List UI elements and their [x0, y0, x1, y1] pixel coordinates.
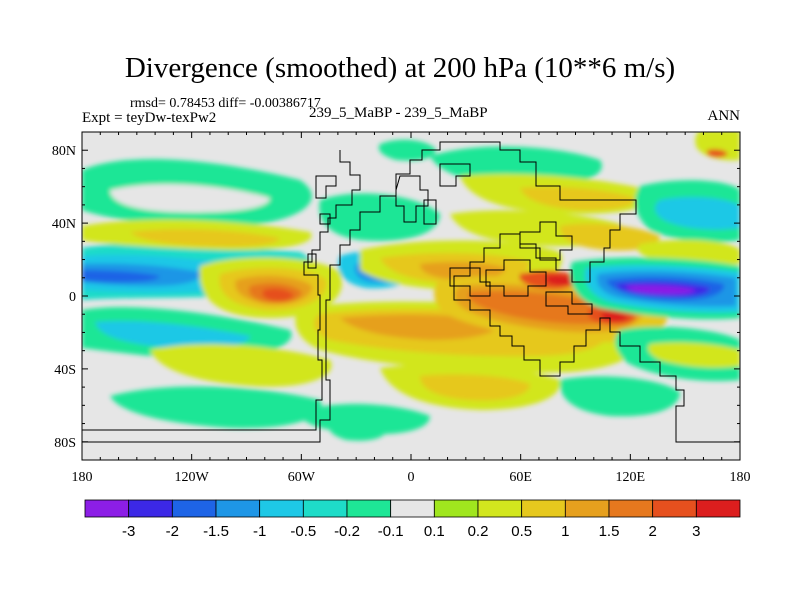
colorbar-label: 1.5	[599, 523, 620, 540]
colorbar-swatch	[695, 499, 741, 518]
continent-outlines	[82, 141, 740, 443]
colorbar-swatch	[215, 499, 261, 518]
colorbar-label: -0.2	[334, 523, 360, 540]
y-tick-label: 80N	[52, 144, 76, 159]
colorbar-swatch	[171, 499, 217, 518]
continent-outline	[423, 199, 437, 225]
continent-outline	[395, 175, 429, 223]
colorbar-swatch	[521, 499, 566, 518]
colorbar-label: -0.5	[290, 523, 316, 540]
colorbar-label: 3	[692, 523, 700, 540]
field-blob	[420, 261, 506, 280]
field-blob	[130, 229, 280, 247]
continent-outline	[315, 175, 337, 199]
colorbar-swatch	[259, 499, 304, 518]
field-blob	[329, 423, 386, 441]
stats-line: rmsd= 0.78453 diff= -0.00386717	[130, 96, 321, 111]
x-tick-label: 60E	[509, 470, 532, 485]
x-tick-label: 60W	[288, 470, 316, 485]
continent-outline	[307, 253, 317, 269]
case-label: 239_5_MaBP - 239_5_MaBP	[309, 105, 488, 121]
x-tick-label: 180	[72, 470, 93, 485]
y-tick-label: 40N	[52, 217, 76, 232]
field-blob	[626, 285, 696, 295]
y-tick-label: 0	[69, 290, 76, 305]
field-blob	[520, 186, 636, 210]
colorbar-label: 0.2	[468, 523, 489, 540]
colorbar-swatch	[84, 499, 130, 518]
colorbar-swatch	[128, 499, 173, 518]
colorbar-swatch	[608, 499, 654, 518]
y-tick-label: 80S	[54, 436, 76, 451]
colorbar-label: 1	[561, 523, 569, 540]
field-blob	[695, 132, 740, 161]
field-blob	[559, 376, 680, 417]
continent-outline	[449, 267, 491, 297]
colorbar-swatch	[390, 499, 435, 518]
x-tick-label: 180	[730, 470, 751, 485]
season-label: ANN	[707, 108, 741, 124]
colorbar-label: 0.5	[511, 523, 532, 540]
colorbar-swatch	[346, 499, 392, 518]
colorbar-label: -3	[122, 523, 135, 540]
field-blob	[648, 342, 740, 368]
field-blob	[150, 344, 332, 387]
x-tick-label: 120E	[616, 470, 646, 485]
colorbar: -3 -2 -1.5 -1 -0.5 -0.2 -0.1 0.1 0.2 0.5 1 1.5 2 3	[84, 499, 741, 540]
colorbar-label: -1	[253, 523, 266, 540]
plot-title: Divergence (smoothed) at 200 hPa (10**6 …	[124, 52, 676, 84]
field-blob	[110, 184, 270, 213]
colorbar-swatch	[477, 499, 523, 518]
colorbar-swatch	[433, 499, 479, 518]
continent-outline	[319, 213, 331, 225]
field-blob	[545, 275, 574, 286]
field-blob	[601, 311, 628, 322]
colorbar-swatch	[652, 499, 697, 518]
field-blob	[110, 386, 322, 429]
map-plot-area	[81, 131, 741, 461]
continent-outline	[545, 291, 593, 315]
colorbar-label: 0.1	[424, 523, 445, 540]
divergence-field	[82, 132, 740, 441]
field-blob	[420, 374, 530, 401]
field-blob	[340, 314, 500, 340]
field-blob	[655, 197, 740, 230]
field-blob	[95, 320, 250, 349]
axes: 180 120W 60W 0 60E 120E 180 80N 40N 0 40S 80S	[52, 132, 751, 485]
continent-outline	[439, 163, 471, 187]
colorbar-label: -1.5	[203, 523, 229, 540]
colorbar-label: -2	[166, 523, 179, 540]
y-tick-label: 40S	[54, 363, 76, 378]
x-tick-label: 120W	[175, 470, 210, 485]
continent-outline	[519, 221, 573, 261]
colorbar-swatch	[564, 499, 610, 518]
continent-outline	[485, 259, 547, 297]
experiment-label: Expt = teyDw-texPw2	[82, 110, 217, 126]
colorbar-label: -0.1	[378, 523, 404, 540]
x-tick-label: 0	[408, 470, 415, 485]
continent-outline	[82, 141, 740, 443]
colorbar-label: 2	[648, 523, 656, 540]
field-blob	[706, 149, 728, 158]
field-blob	[82, 270, 160, 283]
field-blob	[262, 288, 294, 302]
colorbar-swatch	[302, 499, 348, 518]
